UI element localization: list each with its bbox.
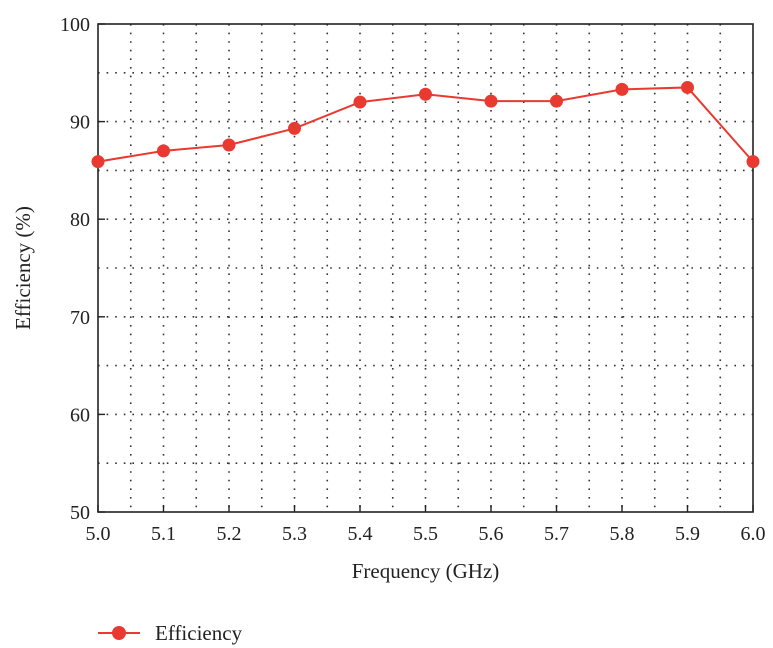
data-point (615, 82, 629, 96)
x-tick-label: 5.2 (217, 523, 242, 545)
x-tick-label: 5.9 (675, 523, 700, 545)
series-efficiency (91, 80, 760, 169)
y-tick-label: 70 (70, 307, 90, 329)
data-point (157, 144, 170, 158)
x-tick-label: 5.4 (348, 523, 373, 545)
x-tick-label: 5.8 (610, 523, 635, 545)
legend: Efficiency (98, 621, 243, 645)
y-tick-label: 90 (70, 112, 90, 134)
data-point (484, 94, 498, 108)
x-tick-label: 5.0 (86, 523, 111, 545)
legend-label-efficiency: Efficiency (155, 621, 243, 645)
y-tick-label: 80 (70, 209, 90, 231)
x-tick-label: 5.3 (282, 523, 307, 545)
y-tick-label: 50 (70, 502, 90, 524)
x-tick-label: 5.7 (544, 523, 569, 545)
grid (98, 24, 753, 512)
y-axis-title: Efficiency (%) (11, 206, 35, 330)
data-point (91, 155, 105, 169)
axis-ticks: 5.0 5.1 5.2 5.3 5.4 5.5 5.6 5.7 5.8 5.9 6.0 50 60 70 8… (60, 14, 766, 545)
data-point (288, 121, 301, 135)
data-point (222, 138, 236, 152)
x-tick-label: 5.5 (413, 523, 438, 545)
y-tick-label: 60 (70, 404, 90, 426)
legend-marker-efficiency (112, 626, 126, 640)
data-point (353, 95, 367, 109)
x-tick-label: 5.6 (479, 523, 504, 545)
data-point (419, 87, 432, 101)
data-point (681, 80, 694, 94)
x-tick-label: 5.1 (151, 523, 176, 545)
data-point (746, 155, 760, 169)
y-tick-label: 100 (60, 14, 90, 36)
data-point (550, 94, 563, 108)
x-axis-title: Frequency (GHz) (352, 559, 500, 583)
x-tick-label: 6.0 (741, 523, 766, 545)
